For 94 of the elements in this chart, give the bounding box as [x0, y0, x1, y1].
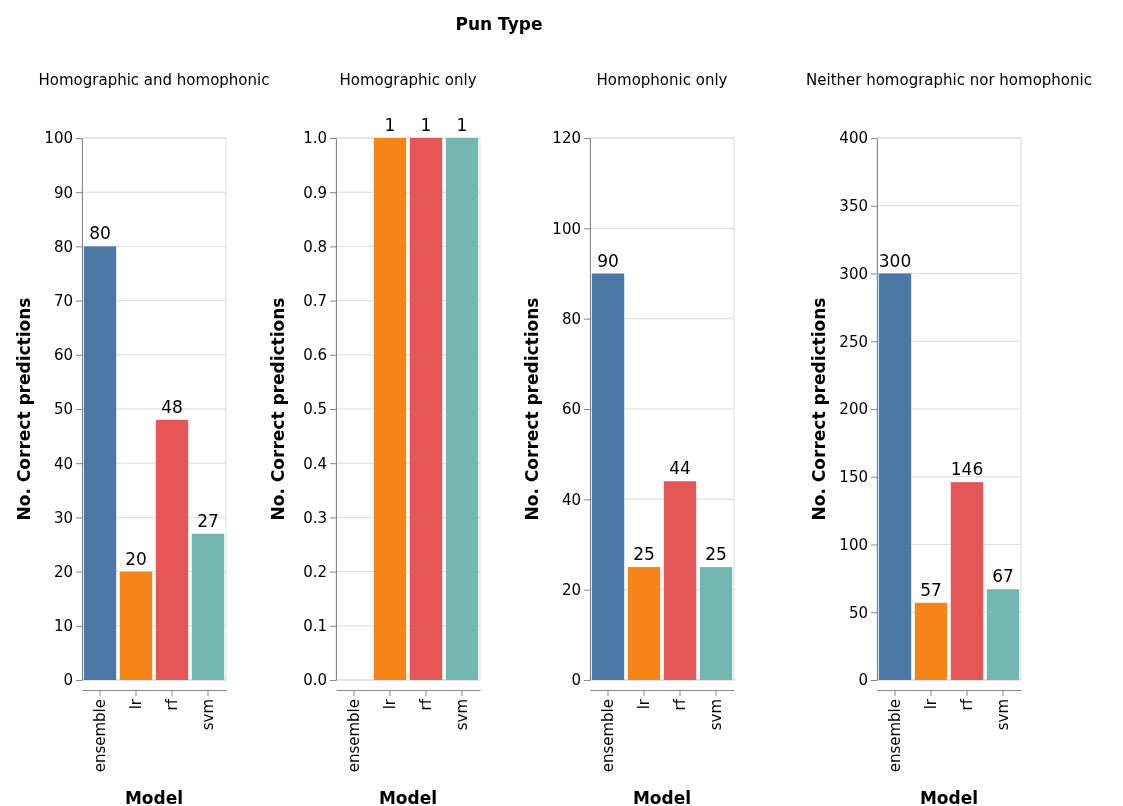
y-tick-label: 10: [53, 617, 73, 636]
bar: [83, 246, 117, 680]
y-tick-label: 80: [53, 237, 73, 256]
data-label: 90: [597, 250, 619, 271]
x-tick-label: lr: [127, 698, 146, 710]
y-tick-label: 100: [44, 129, 73, 148]
y-tick-label: 90: [53, 183, 73, 202]
y-tick-label: 120: [552, 129, 581, 148]
y-tick-label: 30: [53, 508, 73, 527]
y-tick-label: 0.7: [303, 291, 327, 310]
x-tick-label: rf: [163, 698, 182, 711]
y-tick-label: 0.5: [303, 400, 327, 419]
x-tick-label: lr: [922, 698, 941, 710]
data-label: 27: [197, 510, 219, 531]
y-tick-label: 0: [858, 671, 868, 690]
y-tick-label: 0.9: [303, 183, 327, 202]
y-tick-label: 20: [53, 562, 73, 581]
bar: [914, 602, 948, 680]
x-tick-label: lr: [381, 698, 400, 710]
bar: [986, 589, 1020, 680]
bar: [699, 567, 733, 680]
data-label: 146: [950, 459, 984, 480]
data-label: 25: [633, 544, 655, 565]
y-tick-label: 0.1: [303, 617, 327, 636]
y-tick-label: 0: [571, 671, 581, 690]
data-label: 44: [669, 458, 691, 479]
chart-title: Homographic and homophonic: [38, 71, 270, 89]
y-tick-label: 50: [53, 400, 73, 419]
chart-title: Homophonic only: [596, 71, 728, 89]
data-label: 67: [992, 566, 1014, 587]
chart-title: Neither homographic nor homophonic: [806, 71, 1092, 89]
y-tick-label: 150: [839, 468, 868, 487]
data-label: 48: [161, 396, 183, 417]
bar: [591, 273, 625, 680]
x-tick-label: rf: [671, 698, 690, 711]
y-tick-label: 200: [839, 400, 868, 419]
x-tick-label: ensemble: [886, 699, 905, 773]
x-axis-title: Model: [378, 788, 438, 806]
y-tick-label: 0.3: [303, 508, 327, 527]
data-label: 25: [705, 544, 727, 565]
y-tick-label: 300: [839, 264, 868, 283]
y-tick-label: 0.2: [303, 562, 327, 581]
x-tick-label: svm: [199, 699, 218, 731]
x-tick-label: ensemble: [345, 699, 364, 773]
bar: [878, 273, 912, 680]
y-tick-label: 1.0: [303, 129, 327, 148]
bar: [191, 533, 225, 680]
y-tick-label: 50: [848, 603, 868, 622]
bar: [155, 419, 189, 680]
y-tick-label: 60: [561, 400, 581, 419]
x-tick-label: rf: [958, 698, 977, 711]
text: Pun Type: [455, 14, 543, 34]
y-tick-label: 350: [839, 197, 868, 216]
y-tick-label: 250: [839, 332, 868, 351]
y-tick-label: 0.4: [303, 454, 327, 473]
y-tick-label: 60: [53, 346, 73, 365]
x-axis-title: Model: [124, 788, 184, 806]
x-tick-label: svm: [453, 699, 472, 731]
y-tick-label: 100: [552, 219, 581, 238]
y-axis-title: No. Correct predictions: [268, 297, 288, 521]
chart-title: Homographic only: [339, 71, 477, 89]
y-tick-label: 0.8: [303, 237, 327, 256]
y-axis-title: No. Correct predictions: [14, 297, 34, 521]
y-tick-label: 40: [53, 454, 73, 473]
x-tick-label: ensemble: [91, 699, 110, 773]
x-tick-label: svm: [707, 699, 726, 731]
y-tick-label: 20: [561, 580, 581, 599]
data-label: 1: [420, 115, 432, 135]
bar: [663, 481, 697, 680]
bar: [950, 482, 984, 680]
x-axis-title: Model: [919, 788, 979, 806]
data-label: 1: [384, 115, 396, 135]
y-axis-title: No. Correct predictions: [522, 297, 542, 521]
y-tick-label: 80: [561, 309, 581, 328]
data-label: 57: [920, 579, 942, 600]
x-tick-label: ensemble: [599, 699, 618, 773]
x-tick-label: lr: [635, 698, 654, 710]
data-label: 80: [89, 223, 111, 244]
data-label: 1: [456, 115, 468, 135]
bar: [627, 567, 661, 680]
x-tick-label: svm: [994, 699, 1013, 731]
x-tick-label: rf: [417, 698, 436, 711]
y-tick-label: 0.6: [303, 346, 327, 365]
y-tick-label: 70: [53, 291, 73, 310]
y-tick-label: 40: [561, 490, 581, 509]
y-tick-label: 0: [63, 671, 73, 690]
y-axis-title: No. Correct predictions: [809, 297, 829, 521]
x-axis-title: Model: [632, 788, 692, 806]
bar: [119, 571, 153, 680]
y-tick-label: 100: [839, 535, 868, 554]
y-tick-label: 0.0: [303, 671, 327, 690]
data-label: 300: [878, 250, 912, 271]
data-label: 20: [125, 548, 147, 569]
y-tick-label: 400: [839, 129, 868, 148]
